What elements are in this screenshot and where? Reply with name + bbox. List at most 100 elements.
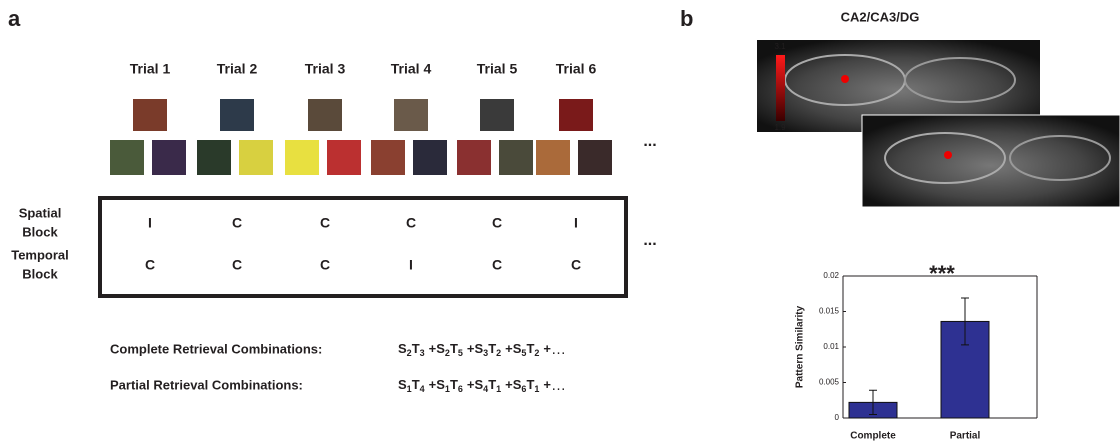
subscript: 2 xyxy=(407,348,412,358)
term-letter: T xyxy=(488,377,496,392)
x-tick-label: Complete xyxy=(850,431,896,442)
block-code: C xyxy=(492,257,502,273)
block-code: C xyxy=(232,257,242,273)
subscript: 3 xyxy=(420,348,425,358)
subscript: 6 xyxy=(521,384,526,394)
combination-formula: S2T3 +S2T5 +S3T2 +S5T2 +… xyxy=(398,341,566,358)
y-tick-label: 0 xyxy=(835,413,840,422)
operator: + xyxy=(429,377,437,392)
block-code: C xyxy=(320,257,330,273)
term-letter: T xyxy=(412,341,420,356)
term-letter: T xyxy=(488,341,496,356)
operator: + xyxy=(429,341,437,356)
roi-marker xyxy=(841,75,849,83)
shop-image xyxy=(110,140,144,175)
y-tick-label: 0.005 xyxy=(819,378,840,387)
y-tick-label: 0.015 xyxy=(819,307,840,316)
shop-image xyxy=(499,140,533,175)
ellipsis: ... xyxy=(643,232,656,249)
colorbar xyxy=(776,55,785,121)
colorbar-label: 3.1 xyxy=(774,42,786,51)
trial-label: Trial 4 xyxy=(391,61,432,77)
shop-image xyxy=(536,140,570,175)
term-letter: T xyxy=(526,341,534,356)
colorbar-label: 1.9 xyxy=(774,123,786,132)
row-label: Block xyxy=(22,224,58,239)
trial-label: Trial 3 xyxy=(305,61,346,77)
subscript: 1 xyxy=(534,384,539,394)
shop-image xyxy=(285,140,319,175)
term-letter: S xyxy=(475,377,484,392)
x-tick-label: Partial xyxy=(950,431,981,442)
term-letter: S xyxy=(398,377,407,392)
block-code: C xyxy=(145,257,155,273)
shop-image xyxy=(578,140,612,175)
trial-label: Trial 1 xyxy=(130,61,171,77)
block-box xyxy=(98,196,628,298)
panel-label: a xyxy=(8,6,21,31)
shop-image xyxy=(371,140,405,175)
term-letter: S xyxy=(513,341,522,356)
subscript: 5 xyxy=(458,348,463,358)
panel-title: CA2/CA3/DG xyxy=(841,9,920,24)
shop-image xyxy=(220,99,254,131)
term-letter: S xyxy=(436,377,445,392)
shop-image xyxy=(133,99,167,131)
term-letter: S xyxy=(436,341,445,356)
block-code: C xyxy=(320,215,330,231)
trial-label: Trial 2 xyxy=(217,61,258,77)
shop-image xyxy=(308,99,342,131)
block-code: I xyxy=(409,257,413,273)
brain-image xyxy=(861,114,1120,208)
subscript: 2 xyxy=(445,348,450,358)
block-code: C xyxy=(571,257,581,273)
subscript: 4 xyxy=(420,384,425,394)
row-label: Temporal xyxy=(11,247,69,262)
row-label: Block xyxy=(22,266,58,281)
block-code: C xyxy=(406,215,416,231)
row-label: Spatial xyxy=(19,205,62,220)
operator: + xyxy=(467,341,475,356)
operator: + xyxy=(505,377,513,392)
panel-label: b xyxy=(680,6,693,31)
shop-image xyxy=(480,99,514,131)
subscript: 6 xyxy=(458,384,463,394)
subscript: 1 xyxy=(407,384,412,394)
term-letter: T xyxy=(450,341,458,356)
subscript: 3 xyxy=(483,348,488,358)
operator: + xyxy=(467,377,475,392)
subscript: 2 xyxy=(534,348,539,358)
combination-label: Partial Retrieval Combinations: xyxy=(110,377,303,392)
term-letter: S xyxy=(398,341,407,356)
significance: *** xyxy=(929,261,955,286)
shop-image xyxy=(457,140,491,175)
combination-label: Complete Retrieval Combinations: xyxy=(110,341,322,356)
term-letter: S xyxy=(513,377,522,392)
trial-label: Trial 6 xyxy=(556,61,597,77)
y-tick-label: 0.02 xyxy=(823,271,839,280)
ellipsis: ... xyxy=(643,133,656,150)
subscript: 2 xyxy=(496,348,501,358)
brain-detail xyxy=(904,57,1016,103)
term-letter: T xyxy=(412,377,420,392)
roi-marker xyxy=(944,151,952,159)
term-letter: T xyxy=(526,377,534,392)
subscript: 1 xyxy=(445,384,450,394)
y-tick-label: 0.01 xyxy=(823,342,839,351)
subscript: 1 xyxy=(496,384,501,394)
error-bar xyxy=(869,389,877,415)
brain-detail xyxy=(884,132,1006,184)
shop-image xyxy=(413,140,447,175)
shop-image xyxy=(559,99,593,131)
combination-formula: S1T4 +S1T6 +S4T1 +S6T1 +… xyxy=(398,377,566,394)
block-code: C xyxy=(232,215,242,231)
shop-image xyxy=(394,99,428,131)
shop-image xyxy=(152,140,186,175)
operator: + xyxy=(543,341,551,356)
ellipsis: … xyxy=(551,377,566,394)
term-letter: T xyxy=(450,377,458,392)
shop-image xyxy=(197,140,231,175)
shop-image xyxy=(239,140,273,175)
subscript: 4 xyxy=(483,384,488,394)
